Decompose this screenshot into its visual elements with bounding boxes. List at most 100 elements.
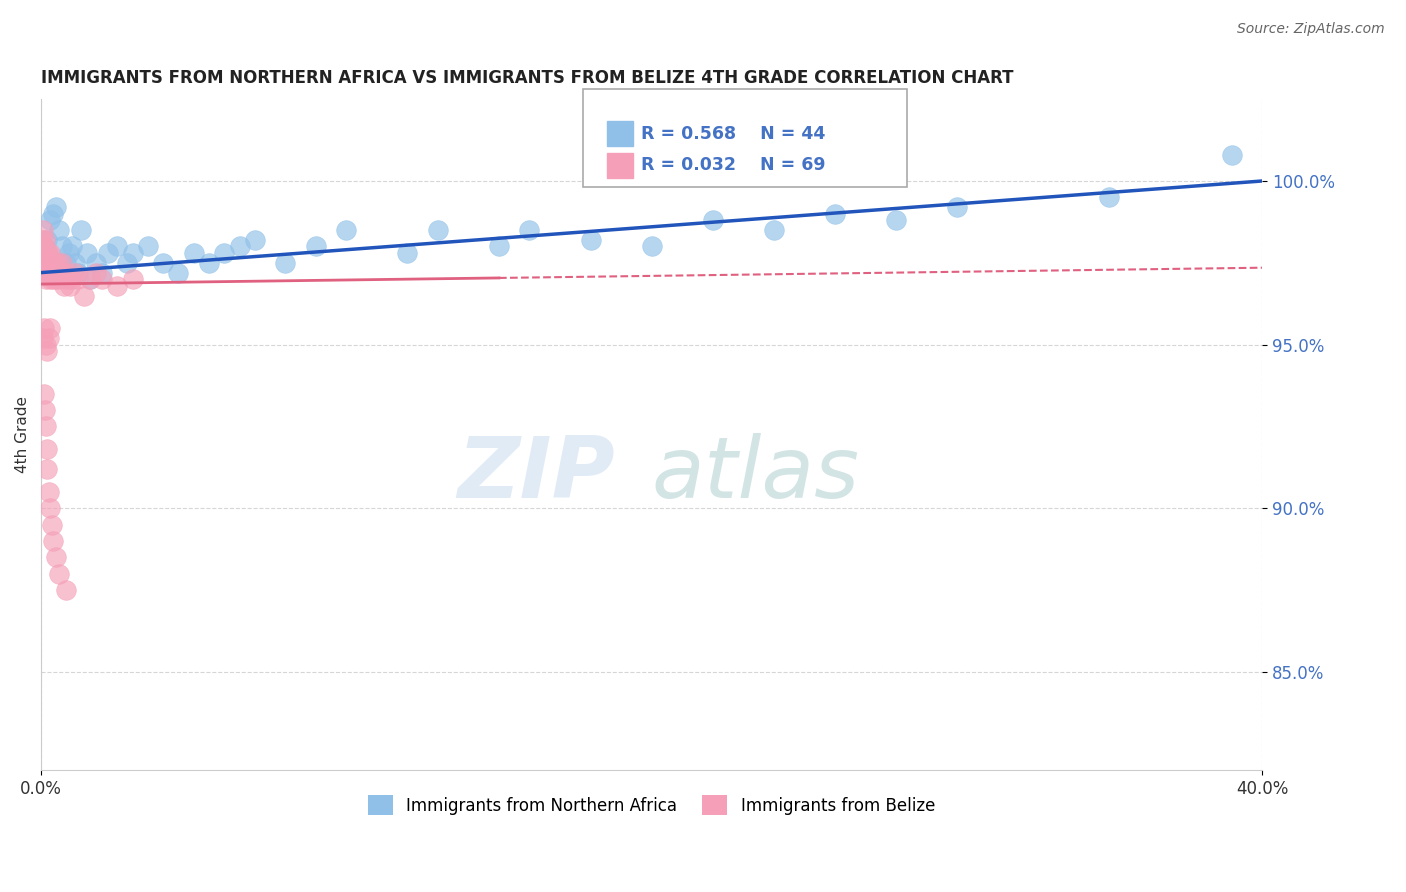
Text: ZIP: ZIP — [457, 434, 614, 516]
Point — [41, 272, 63, 286]
Point — [42, 266, 65, 280]
Point — [39, 501, 62, 516]
Point — [51, 256, 73, 270]
Point — [32, 386, 55, 401]
Point — [37, 246, 59, 260]
Point — [640, 239, 662, 253]
Point — [37, 462, 59, 476]
Point — [519, 223, 541, 237]
Point — [41, 266, 63, 280]
Point — [884, 213, 907, 227]
Point — [228, 239, 250, 253]
Point — [34, 246, 56, 260]
Point — [34, 256, 56, 270]
Point — [198, 256, 221, 270]
Point — [212, 246, 235, 260]
Point — [58, 246, 80, 260]
Point — [35, 442, 58, 457]
Point — [63, 266, 86, 280]
Point — [46, 256, 69, 270]
Point — [41, 517, 63, 532]
Point — [42, 207, 65, 221]
Point — [32, 223, 55, 237]
Point — [31, 239, 53, 253]
Point — [396, 246, 419, 260]
Point — [762, 223, 785, 237]
Legend: Immigrants from Northern Africa, Immigrants from Belize: Immigrants from Northern Africa, Immigra… — [361, 789, 942, 822]
Point — [97, 246, 120, 260]
Point — [183, 246, 205, 260]
Point — [49, 266, 72, 280]
Point — [34, 337, 56, 351]
Point — [1098, 190, 1121, 204]
Point — [488, 239, 510, 253]
Point — [58, 272, 80, 286]
Point — [45, 200, 67, 214]
Point — [39, 321, 62, 335]
Point — [152, 256, 174, 270]
Point — [32, 239, 55, 253]
Point — [39, 213, 62, 227]
Point — [305, 239, 328, 253]
Text: IMMIGRANTS FROM NORTHERN AFRICA VS IMMIGRANTS FROM BELIZE 4TH GRADE CORRELATION : IMMIGRANTS FROM NORTHERN AFRICA VS IMMIG… — [41, 69, 1014, 87]
Point — [79, 272, 101, 286]
Point — [91, 266, 114, 280]
Point — [31, 233, 53, 247]
Point — [48, 272, 70, 286]
Point — [63, 256, 86, 270]
Point — [35, 256, 58, 270]
Point — [60, 272, 83, 286]
Point — [31, 256, 53, 270]
Point — [76, 246, 98, 260]
Point — [38, 246, 60, 260]
Point — [35, 266, 58, 280]
Point — [48, 566, 70, 581]
Point — [115, 256, 138, 270]
Point — [73, 288, 96, 302]
Point — [32, 256, 55, 270]
Point — [84, 266, 107, 280]
Point — [42, 533, 65, 548]
Point — [37, 256, 59, 270]
Point — [44, 256, 66, 270]
Point — [702, 213, 724, 227]
Point — [66, 266, 89, 280]
Y-axis label: 4th Grade: 4th Grade — [15, 396, 30, 473]
Point — [37, 233, 59, 247]
Text: R = 0.032    N = 69: R = 0.032 N = 69 — [641, 156, 825, 174]
Point — [31, 246, 53, 260]
Point — [426, 223, 449, 237]
Point — [55, 256, 77, 270]
Point — [34, 256, 56, 270]
Text: Source: ZipAtlas.com: Source: ZipAtlas.com — [1237, 22, 1385, 37]
Point — [45, 272, 67, 286]
Point — [84, 256, 107, 270]
Point — [41, 256, 63, 270]
Point — [824, 207, 846, 221]
Point — [579, 233, 602, 247]
Text: atlas: atlas — [651, 434, 859, 516]
Point — [38, 256, 60, 270]
Point — [32, 266, 55, 280]
Point — [946, 200, 969, 214]
Point — [34, 239, 56, 253]
Point — [69, 223, 91, 237]
Point — [59, 278, 82, 293]
Point — [51, 239, 73, 253]
Point — [34, 403, 56, 417]
Point — [35, 246, 58, 260]
Text: R = 0.568    N = 44: R = 0.568 N = 44 — [641, 125, 825, 143]
Point — [34, 419, 56, 434]
Point — [39, 272, 62, 286]
Point — [121, 272, 143, 286]
Point — [66, 272, 89, 286]
Point — [48, 223, 70, 237]
Point — [45, 266, 67, 280]
Point — [91, 272, 114, 286]
Point — [55, 272, 77, 286]
Point — [167, 266, 190, 280]
Point — [55, 582, 77, 597]
Point — [60, 239, 83, 253]
Point — [107, 239, 129, 253]
Point — [121, 246, 143, 260]
